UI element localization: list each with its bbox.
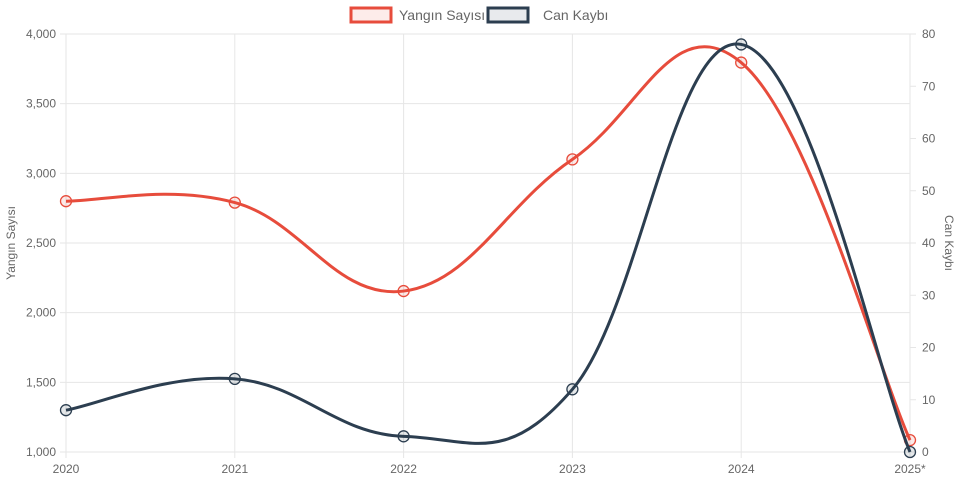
y-axis-left: 1,000 1,500 2,000 2,500 3,000 3,500 4,000 Yangı… xyxy=(4,27,66,459)
x-tick-label: 2020 xyxy=(53,462,80,476)
y-right-tick-label: 40 xyxy=(922,236,936,250)
y-left-tick-label: 3,000 xyxy=(26,166,56,180)
y-right-tick-label: 60 xyxy=(922,132,936,146)
y-left-tick-label: 3,500 xyxy=(26,97,56,111)
y-left-tick-label: 4,000 xyxy=(26,27,56,41)
x-tick-label: 2023 xyxy=(559,462,586,476)
legend-label-can-kaybi[interactable]: Can Kaybı xyxy=(543,7,608,23)
y-right-tick-label: 0 xyxy=(922,445,929,459)
y-left-tick-label: 2,000 xyxy=(26,306,56,320)
grid-lines xyxy=(65,33,911,458)
y-left-axis-title: Yangın Sayısı xyxy=(4,206,18,280)
data-point-can-kaybi[interactable] xyxy=(59,404,73,417)
y-left-tick-label: 2,500 xyxy=(26,236,56,250)
data-point-yangin-sayisi[interactable] xyxy=(228,196,241,209)
x-tick-label: 2025* xyxy=(894,462,926,476)
data-point-can-kaybi[interactable] xyxy=(903,445,917,459)
data-point-can-kaybi[interactable] xyxy=(228,372,241,386)
y-right-tick-label: 10 xyxy=(922,393,936,407)
series-line-yangin-sayisi xyxy=(65,45,912,441)
x-tick-label: 2021 xyxy=(221,462,248,476)
data-point-can-kaybi[interactable] xyxy=(566,383,579,396)
data-point-yangin-sayisi[interactable] xyxy=(735,56,748,69)
legend: Yangın Sayısı Can Kaybı xyxy=(349,6,608,24)
data-point-can-kaybi[interactable] xyxy=(735,38,748,51)
legend-swatch-can-kaybi[interactable] xyxy=(486,6,530,24)
y-right-tick-label: 80 xyxy=(922,27,936,41)
y-left-tick-label: 1,000 xyxy=(26,445,56,459)
data-point-can-kaybi[interactable] xyxy=(397,430,410,443)
legend-swatch-yangin-sayisi[interactable] xyxy=(349,6,393,24)
series-line-can-kaybi xyxy=(65,42,912,453)
legend-label-yangin-sayisi[interactable]: Yangın Sayısı xyxy=(399,7,485,23)
data-point-yangin-sayisi[interactable] xyxy=(397,284,410,298)
x-tick-label: 2022 xyxy=(390,462,417,476)
y-right-tick-label: 70 xyxy=(922,79,936,93)
x-tick-label: 2024 xyxy=(728,462,755,476)
y-right-tick-label: 30 xyxy=(922,288,936,302)
y-axis-right: 0 10 20 30 40 50 60 70 80 Can Kaybı xyxy=(910,27,956,459)
y-right-axis-title: Can Kaybı xyxy=(942,215,956,271)
x-axis: 2020 2021 2022 2023 2024 2025* xyxy=(53,462,926,476)
data-point-yangin-sayisi[interactable] xyxy=(566,153,579,166)
y-left-tick-label: 1,500 xyxy=(26,375,56,389)
series-lines xyxy=(59,38,917,459)
y-right-tick-label: 50 xyxy=(922,184,936,198)
data-point-yangin-sayisi[interactable] xyxy=(59,195,73,208)
y-right-tick-label: 20 xyxy=(922,341,936,355)
